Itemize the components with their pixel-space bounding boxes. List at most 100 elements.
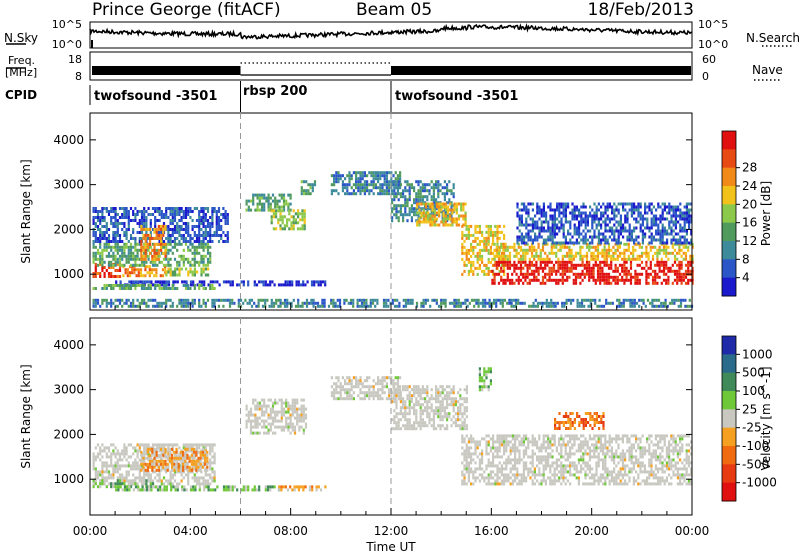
power-cell [564, 202, 567, 206]
power-cell [629, 272, 633, 276]
power-cell [596, 275, 600, 279]
power-cell [114, 254, 117, 258]
power-cell [391, 301, 394, 305]
velocity-cell [204, 468, 207, 472]
power-cell [495, 263, 498, 267]
velocity-cell [256, 404, 259, 408]
velocity-cell [110, 443, 113, 447]
velocity-cell [190, 459, 193, 463]
power-cell [421, 198, 424, 202]
power-cell [561, 275, 564, 279]
power-cell [96, 213, 100, 216]
power-cell [330, 183, 333, 187]
power-cell [650, 226, 653, 230]
power-cell [125, 260, 128, 264]
power-cell [286, 221, 289, 225]
cpid-label: CPID [5, 88, 38, 102]
velocity-cell [247, 416, 250, 420]
power-cell [581, 269, 584, 273]
power-cell [553, 232, 556, 236]
power-cell [270, 215, 273, 219]
power-cell [549, 205, 552, 209]
power-cell [404, 189, 407, 193]
power-cell [270, 221, 273, 225]
power-cell [137, 268, 140, 272]
power-cell [151, 213, 155, 216]
power-cell [302, 180, 306, 184]
power-cell [312, 304, 315, 308]
velocity-cell [140, 450, 143, 454]
power-cell [618, 301, 621, 305]
power-cell [319, 304, 322, 308]
power-cell [433, 214, 436, 218]
power-cell [150, 271, 154, 275]
velocity-cell [105, 455, 108, 459]
power-cell [676, 269, 679, 273]
velocity-cell [92, 461, 95, 465]
power-cell [198, 216, 201, 219]
power-cell [305, 298, 309, 302]
power-cell [169, 222, 172, 225]
power-cell [690, 217, 693, 221]
power-cell [628, 232, 631, 236]
velocity-cell [162, 462, 165, 466]
velocity-cell [271, 404, 275, 408]
velocity-cell [256, 401, 259, 405]
power-cell [182, 216, 185, 219]
power-cell [422, 208, 425, 212]
power-cell [593, 211, 596, 215]
power-cell [118, 237, 122, 240]
velocity-cell [145, 479, 148, 483]
power-cell [678, 269, 681, 273]
power-cell [101, 207, 104, 210]
velocity-cell [254, 398, 257, 402]
power-cell [655, 220, 658, 224]
power-cell [527, 238, 530, 242]
power-cell [275, 301, 278, 305]
velocity-cell [266, 485, 270, 489]
velocity-cell [189, 443, 192, 447]
power-cell [555, 278, 558, 282]
power-cell [101, 248, 104, 252]
power-cell [99, 260, 102, 264]
power-cell [596, 278, 600, 282]
power-cell [189, 210, 192, 213]
power-cell [118, 245, 122, 249]
power-cell [522, 254, 525, 258]
power-cell [518, 214, 521, 218]
power-cell [399, 213, 402, 217]
power-cell [443, 180, 446, 184]
power-cell [360, 298, 364, 302]
velocity-cell [183, 488, 186, 492]
power-cell [450, 192, 453, 196]
power-cell [138, 210, 141, 213]
velocity-cell [254, 419, 257, 423]
velocity-cell [254, 407, 257, 411]
power-cell [277, 298, 280, 302]
power-cell [432, 201, 435, 205]
power-cell [623, 281, 626, 285]
power-cell [105, 245, 108, 249]
velocity-cell [151, 447, 154, 451]
power-cell [435, 198, 438, 202]
power-cell [217, 225, 221, 228]
power-cell [525, 208, 528, 212]
power-cell [575, 208, 578, 212]
power-cell [597, 223, 600, 227]
power-cell [581, 278, 584, 282]
power-cell [92, 210, 95, 213]
power-cell [575, 226, 578, 230]
power-cell [204, 267, 207, 271]
power-cell [277, 283, 281, 287]
velocity-cell [118, 467, 122, 471]
power-cell [674, 208, 677, 212]
power-cell [209, 216, 212, 219]
power-cell [366, 174, 369, 178]
power-cell [495, 254, 498, 258]
velocity-cell [129, 455, 133, 459]
velocity-cell [179, 450, 182, 454]
power-cell [144, 239, 147, 243]
power-cell [506, 266, 509, 270]
power-cell [200, 260, 203, 264]
power-cell [149, 242, 152, 246]
